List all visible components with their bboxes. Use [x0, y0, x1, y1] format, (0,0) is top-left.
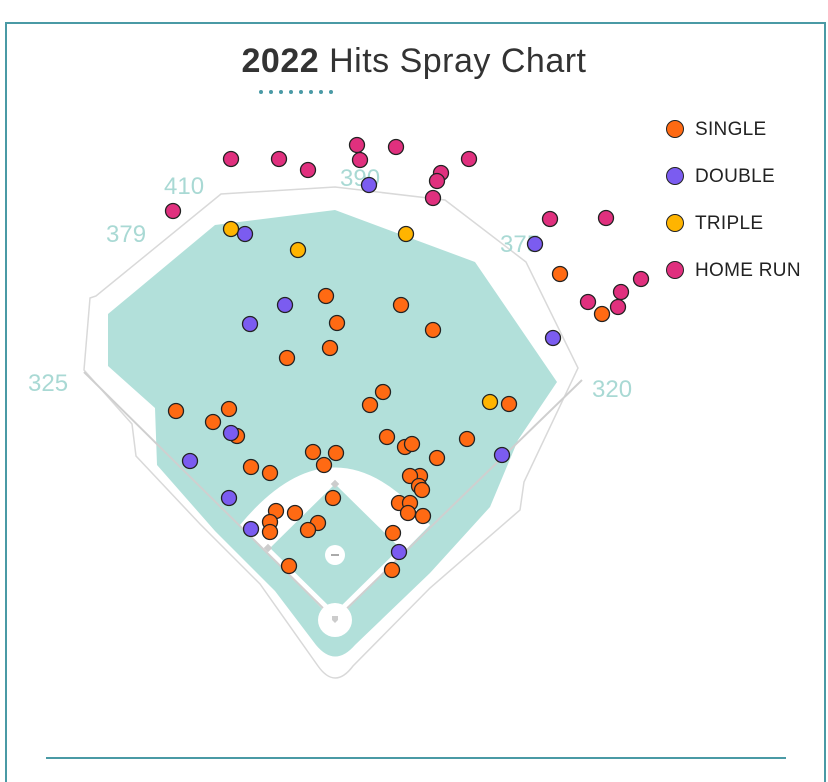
title-text: Hits Spray Chart: [319, 42, 587, 80]
hit-point-double: [493, 446, 511, 464]
hit-point-double: [526, 235, 544, 253]
hit-point-home-run: [612, 283, 630, 301]
title-underline-dots: [259, 90, 339, 98]
hit-point-single: [321, 339, 339, 357]
distance-label-320: 320: [592, 376, 632, 403]
hit-point-single: [315, 456, 333, 474]
second-base: [330, 479, 340, 489]
hit-point-home-run: [351, 151, 369, 169]
spray-chart: 410 390 379 375 325 320: [28, 136, 650, 679]
hit-point-single: [167, 402, 185, 420]
legend-swatch-double: [666, 167, 684, 185]
hit-point-home-run: [632, 270, 650, 288]
legend-swatch-home-run: [666, 261, 684, 279]
hit-point-double: [242, 520, 260, 538]
hit-point-home-run: [428, 172, 446, 190]
hit-point-double: [222, 424, 240, 442]
hit-point-home-run: [597, 209, 615, 227]
hit-point-home-run: [348, 136, 366, 154]
legend-swatch-triple: [666, 214, 684, 232]
hit-point-triple: [481, 393, 499, 411]
hit-point-single: [414, 507, 432, 525]
hit-point-single: [593, 305, 611, 323]
legend-label-single: SINGLE: [695, 119, 767, 140]
left-foul-line: [83, 371, 336, 621]
hit-point-single: [299, 521, 317, 539]
hit-point-single: [324, 489, 342, 507]
hit-point-double: [390, 543, 408, 561]
chart-title: 2022 Hits Spray Chart: [0, 42, 828, 81]
legend-label-home-run: HOME RUN: [695, 260, 801, 281]
hit-point-double: [276, 296, 294, 314]
hit-point-single: [399, 504, 417, 522]
legend-label-triple: TRIPLE: [695, 213, 764, 234]
hit-point-single: [424, 321, 442, 339]
hit-point-single: [280, 557, 298, 575]
hit-point-single: [500, 395, 518, 413]
hit-point-home-run: [222, 150, 240, 168]
chart-frame: [5, 22, 826, 782]
hit-point-double: [360, 176, 378, 194]
hit-point-home-run: [579, 293, 597, 311]
hit-point-single: [304, 443, 322, 461]
hit-point-double: [220, 489, 238, 507]
hit-point-home-run: [270, 150, 288, 168]
hit-point-single: [378, 428, 396, 446]
legend-swatch-single: [666, 120, 684, 138]
hit-point-single: [374, 383, 392, 401]
home-plate: [332, 616, 338, 623]
hit-point-single: [317, 287, 335, 305]
hit-point-single: [242, 458, 260, 476]
hit-point-single: [286, 504, 304, 522]
hit-point-double: [241, 315, 259, 333]
hit-point-double: [544, 329, 562, 347]
distance-label-379: 379: [106, 221, 146, 248]
hit-point-single: [261, 464, 279, 482]
hit-point-single: [204, 413, 222, 431]
hit-point-home-run: [609, 298, 627, 316]
distance-label-325: 325: [28, 370, 68, 397]
hit-point-single: [384, 524, 402, 542]
hit-point-single: [428, 449, 446, 467]
hit-point-triple: [222, 220, 240, 238]
hit-point-single: [551, 265, 569, 283]
hit-point-double: [236, 225, 254, 243]
right-foul-line: [334, 379, 583, 621]
hit-point-single: [403, 435, 421, 453]
legend-label-double: DOUBLE: [695, 166, 775, 187]
hit-point-single: [327, 444, 345, 462]
hit-point-single: [383, 561, 401, 579]
hit-point-single: [458, 430, 476, 448]
hit-point-home-run: [299, 161, 317, 179]
hit-point-home-run: [541, 210, 559, 228]
bottom-divider: [46, 757, 786, 759]
hit-point-triple: [397, 225, 415, 243]
third-base: [263, 543, 273, 553]
hit-point-home-run: [387, 138, 405, 156]
title-year: 2022: [241, 42, 320, 80]
hit-point-home-run: [164, 202, 182, 220]
hit-point-double: [181, 452, 199, 470]
hit-point-single: [220, 400, 238, 418]
hit-point-single: [261, 523, 279, 541]
outfield-grass: [108, 210, 557, 657]
hit-points: [164, 136, 650, 579]
hit-point-single: [328, 314, 346, 332]
hit-point-single: [278, 349, 296, 367]
hit-point-single: [401, 467, 419, 485]
pitchers-rubber: [331, 554, 339, 556]
hit-point-single: [413, 481, 431, 499]
hit-point-home-run: [460, 150, 478, 168]
hit-point-single: [361, 396, 379, 414]
hit-point-home-run: [424, 189, 442, 207]
distance-label-410: 410: [164, 173, 204, 200]
hit-point-single: [392, 296, 410, 314]
hit-point-triple: [289, 241, 307, 259]
